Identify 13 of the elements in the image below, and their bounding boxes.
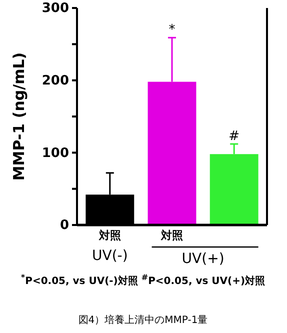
y-tick-label: 0 — [60, 218, 69, 234]
text: UV(-) — [92, 248, 128, 264]
y-axis-title: MMP-1 (ng/mL) — [10, 52, 28, 181]
annotation: # — [228, 128, 240, 144]
y-tick-label: 100 — [42, 146, 69, 161]
x-tick-label: 対照 — [98, 228, 121, 242]
caption: 図4）培養上清中のMMP-1量 — [78, 314, 208, 326]
text: UV(+) — [182, 251, 224, 267]
x-tick-label: 対照 — [160, 228, 183, 242]
y-tick-label: 300 — [42, 1, 69, 16]
annotation: * — [168, 22, 176, 38]
text: $^{*}$P<0.05, vs UV(-)対照 $^{#}$P<0.05, vs UV(+)対照 — [20, 272, 266, 287]
y-tick-label: 200 — [42, 73, 69, 88]
